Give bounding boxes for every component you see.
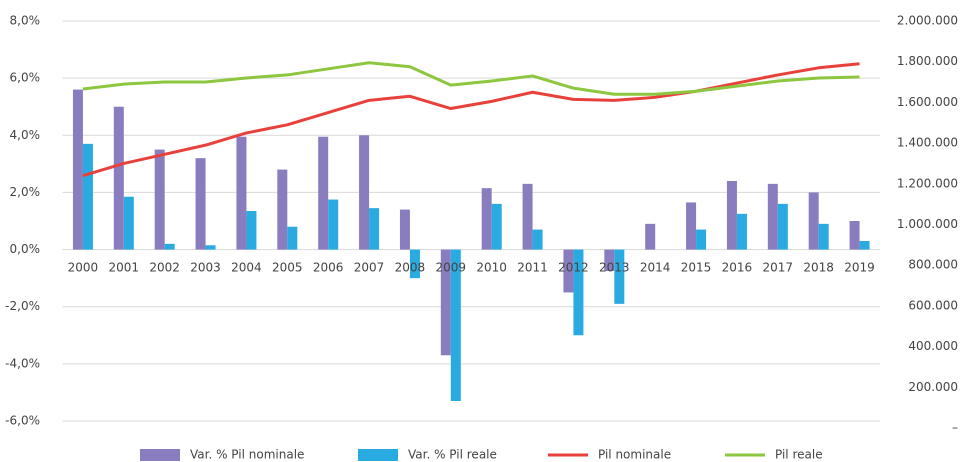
bar [82, 143, 93, 250]
bar [287, 226, 298, 250]
y2-tick-label: 400.000 [908, 339, 958, 353]
y2-tick-label: 2.000.000 [897, 14, 958, 28]
x-tick-label: 2001 [109, 261, 140, 275]
x-tick-label: 2010 [476, 261, 507, 275]
bar [522, 183, 533, 250]
bar [726, 181, 737, 250]
y-tick-label: 6,0% [10, 71, 41, 85]
x-tick-label: 2003 [190, 261, 221, 275]
bar [736, 213, 747, 250]
x-tick-label: 2007 [354, 261, 385, 275]
y-tick-label: -6,0% [5, 414, 40, 428]
bar [696, 229, 707, 250]
x-tick-label: 2011 [517, 261, 548, 275]
x-tick-label: 2000 [68, 261, 99, 275]
y2-tick-label: 1.000.000 [897, 217, 958, 231]
x-tick-label: 2012 [558, 261, 589, 275]
y-tick-label: 8,0% [10, 14, 41, 28]
y-tick-label: -2,0% [5, 299, 40, 313]
line [82, 61, 860, 96]
bar [767, 183, 778, 250]
bar [686, 202, 697, 250]
x-tick-label: 2018 [803, 261, 834, 275]
y2-tick-label: 1.200.000 [897, 176, 958, 190]
legend-swatch [358, 449, 398, 461]
x-tick-label: 2008 [395, 261, 426, 275]
x-tick-label: 2019 [844, 261, 875, 275]
y-tick-label: 4,0% [10, 128, 41, 142]
legend-label: Pil nominale [598, 448, 671, 462]
y2-tick-label: 800.000 [908, 258, 958, 272]
bar [532, 229, 543, 250]
y2-tick-label: 200.000 [908, 380, 958, 394]
bar [859, 241, 870, 250]
bar [113, 106, 124, 250]
bar [491, 203, 502, 250]
bar [399, 209, 410, 250]
bar [123, 196, 134, 250]
bar [849, 221, 860, 250]
bar [777, 203, 788, 250]
bar [818, 223, 829, 250]
x-tick-label: 2015 [681, 261, 712, 275]
bar [246, 211, 257, 250]
y-tick-label: -4,0% [5, 356, 40, 370]
bar [205, 245, 216, 250]
bar [614, 249, 625, 304]
x-tick-label: 2006 [313, 261, 344, 275]
line [82, 62, 860, 178]
y2-tick-label: – [952, 421, 958, 435]
bar [409, 249, 420, 279]
y2-tick-label: 1.600.000 [897, 95, 958, 109]
x-tick-label: 2004 [231, 261, 262, 275]
bar [72, 89, 83, 250]
legend-swatch [140, 449, 180, 461]
bar [808, 192, 819, 250]
y2-tick-label: 1.800.000 [897, 54, 958, 68]
x-tick-label: 2017 [763, 261, 794, 275]
bar [359, 135, 370, 250]
bar [277, 169, 288, 250]
x-tick-label: 2016 [722, 261, 753, 275]
bar [236, 136, 247, 250]
x-tick-label: 2009 [436, 261, 467, 275]
bar [481, 188, 492, 250]
bar [450, 249, 461, 401]
y2-tick-label: 1.400.000 [897, 136, 958, 150]
y-tick-label: 2,0% [10, 185, 41, 199]
bar [154, 149, 165, 250]
bar [440, 249, 451, 356]
x-tick-label: 2002 [149, 261, 180, 275]
legend-label: Var. % Pil nominale [190, 448, 304, 462]
bar [195, 158, 206, 250]
x-tick-label: 2005 [272, 261, 303, 275]
bar [164, 243, 175, 250]
bar [645, 223, 656, 250]
y-tick-label: 0,0% [10, 242, 41, 256]
bar [573, 249, 584, 336]
bar [328, 199, 339, 250]
legend-label: Pil reale [775, 448, 823, 462]
legend-label: Var. % Pil reale [408, 448, 497, 462]
bar [318, 136, 329, 250]
bar [563, 249, 574, 293]
x-tick-label: 2013 [599, 261, 630, 275]
y2-tick-label: 600.000 [908, 298, 958, 312]
x-tick-label: 2014 [640, 261, 671, 275]
bar [369, 208, 380, 250]
bar [604, 249, 615, 271]
